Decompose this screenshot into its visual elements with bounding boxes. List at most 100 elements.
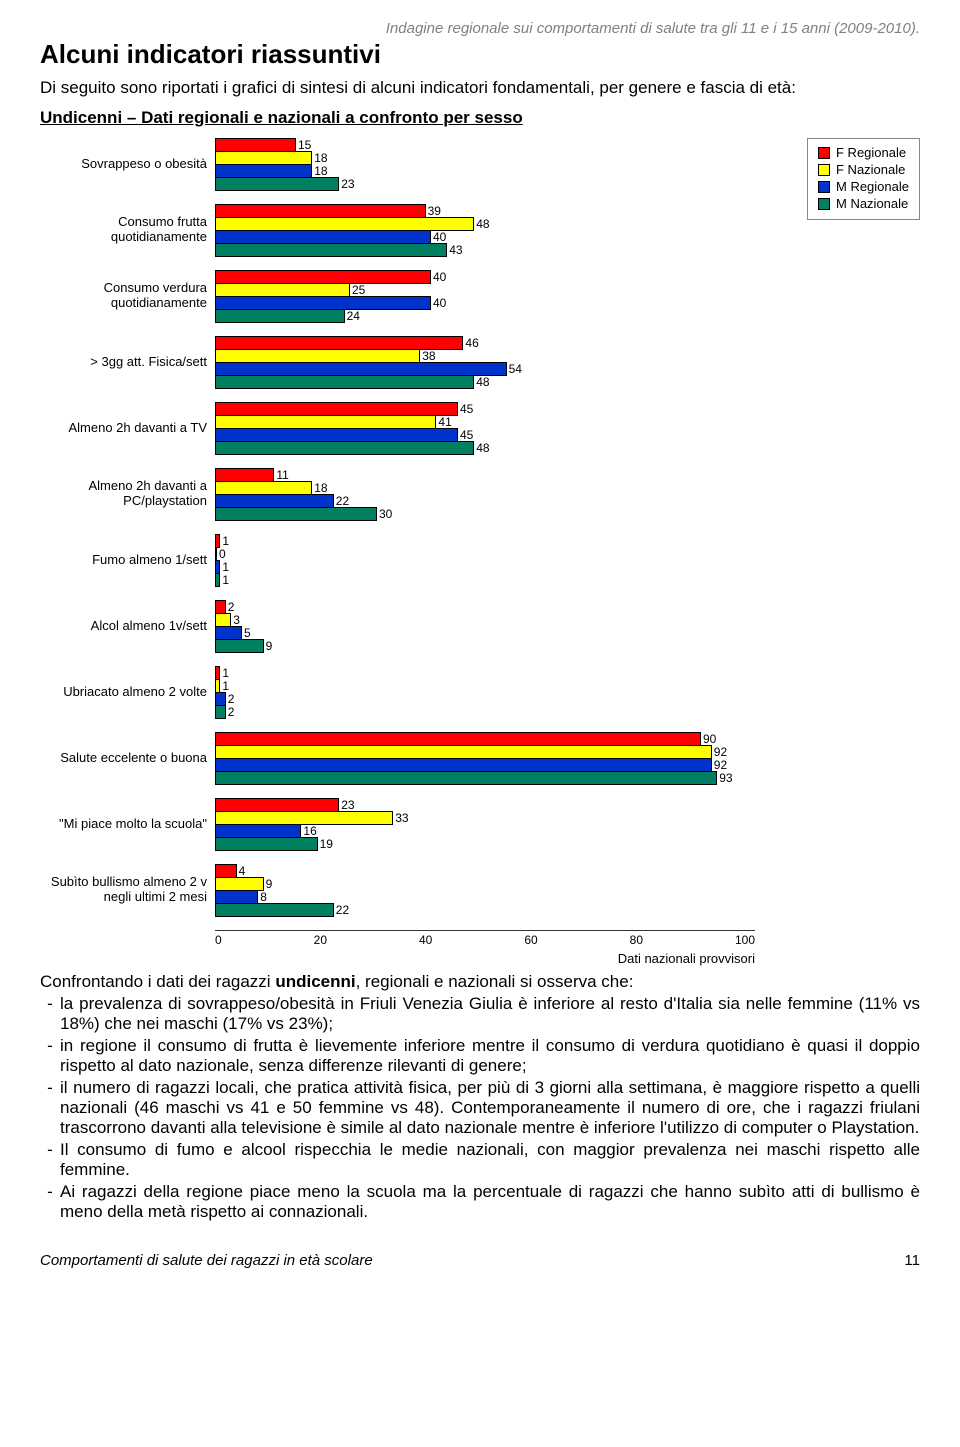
bar-value-label: 41 (435, 415, 451, 429)
bar-value-label: 16 (300, 824, 316, 838)
bar: 2 (215, 600, 226, 614)
bar: 39 (215, 204, 426, 218)
x-tick-label: 0 (215, 933, 222, 947)
chart-category-row: Sovrappeso o obesità15181823 (40, 138, 920, 190)
category-label: Fumo almeno 1/sett (40, 553, 215, 568)
bullet-text: Il consumo di fumo e alcool rispecchia l… (60, 1140, 920, 1180)
legend-label: M Regionale (836, 179, 909, 194)
legend-swatch (818, 198, 830, 210)
bar: 45 (215, 402, 458, 416)
x-axis: 020406080100 (215, 930, 755, 947)
chart-subtitle: Undicenni – Dati regionali e nazionali a… (40, 108, 920, 128)
legend-item: F Regionale (818, 145, 909, 160)
chart-category-row: "Mi piace molto la scuola"23331619 (40, 798, 920, 850)
bar: 8 (215, 890, 258, 904)
bullet-dash: - (40, 1036, 60, 1076)
bars-group: 45414548 (215, 402, 755, 454)
bar-value-label: 5 (241, 626, 251, 640)
bar-value-label: 9 (263, 877, 273, 891)
bars-group: 23331619 (215, 798, 755, 850)
bar-value-label: 39 (425, 204, 441, 218)
category-label: Consumo verdura quotidianamente (40, 281, 215, 311)
bar: 9 (215, 639, 264, 653)
category-label: "Mi piace molto la scuola" (40, 817, 215, 832)
page-number: 11 (904, 1252, 920, 1269)
bar-value-label: 15 (295, 138, 311, 152)
bar-value-label: 23 (338, 177, 354, 191)
legend-label: F Regionale (836, 145, 906, 160)
category-label: Subìto bullismo almeno 2 v negli ultimi … (40, 875, 215, 905)
chart-category-row: Salute eccelente o buona90929293 (40, 732, 920, 784)
bar: 16 (215, 824, 301, 838)
bar: 25 (215, 283, 350, 297)
x-tick-label: 100 (735, 933, 755, 947)
bar-value-label: 33 (392, 811, 408, 825)
bar-chart: F Regionale F Nazionale M Regionale M Nazio… (40, 138, 920, 947)
bar: 1 (215, 560, 220, 574)
bar: 4 (215, 864, 237, 878)
bar-value-label: 11 (273, 468, 288, 482)
bars-group: 2359 (215, 600, 755, 652)
bullet-item: -il numero di ragazzi locali, che pratic… (40, 1078, 920, 1138)
bar-value-label: 30 (376, 507, 392, 521)
bar: 45 (215, 428, 458, 442)
bar: 11 (215, 468, 274, 482)
bar: 22 (215, 494, 334, 508)
bar-value-label: 1 (219, 534, 229, 548)
bar: 92 (215, 758, 712, 772)
bar-value-label: 24 (344, 309, 360, 323)
chart-category-row: Ubriacato almeno 2 volte1122 (40, 666, 920, 718)
chart-legend: F Regionale F Nazionale M Regionale M Nazio… (807, 138, 920, 220)
bar-value-label: 1 (219, 666, 229, 680)
category-label: Consumo frutta quotidianamente (40, 215, 215, 245)
bar: 38 (215, 349, 420, 363)
bullet-dash: - (40, 1078, 60, 1138)
x-tick-label: 80 (630, 933, 643, 947)
intro-text: Di seguito sono riportati i grafici di s… (40, 78, 920, 98)
bar-value-label: 54 (506, 362, 522, 376)
bars-group: 15181823 (215, 138, 755, 190)
legend-label: F Nazionale (836, 162, 905, 177)
bar: 19 (215, 837, 318, 851)
bar-value-label: 0 (216, 547, 226, 561)
bar-value-label: 45 (457, 428, 473, 442)
bar-value-label: 2 (225, 692, 235, 706)
bar: 40 (215, 296, 431, 310)
bar: 5 (215, 626, 242, 640)
bar-value-label: 93 (716, 771, 732, 785)
chart-category-row: Subìto bullismo almeno 2 v negli ultimi … (40, 864, 920, 916)
bullet-text: la prevalenza di sovrappeso/obesità in F… (60, 994, 920, 1034)
bar: 23 (215, 177, 339, 191)
bar-value-label: 22 (333, 903, 349, 917)
bullet-text: il numero di ragazzi locali, che pratica… (60, 1078, 920, 1138)
chart-category-row: Almeno 2h davanti a PC/playstation111822… (40, 468, 920, 520)
bar-value-label: 92 (711, 758, 727, 772)
legend-item: M Nazionale (818, 196, 909, 211)
category-label: Alcol almeno 1v/sett (40, 619, 215, 634)
bar: 90 (215, 732, 701, 746)
bar-value-label: 48 (473, 375, 489, 389)
bar: 54 (215, 362, 507, 376)
bar-value-label: 3 (230, 613, 240, 627)
bar-value-label: 46 (462, 336, 478, 350)
bullet-dash: - (40, 1140, 60, 1180)
x-tick-label: 20 (314, 933, 327, 947)
legend-item: F Nazionale (818, 162, 909, 177)
bar-value-label: 40 (430, 270, 446, 284)
category-label: Salute eccelente o buona (40, 751, 215, 766)
page-footer: Comportamenti di salute dei ragazzi in e… (40, 1252, 920, 1269)
bar-value-label: 9 (263, 639, 273, 653)
x-tick-label: 40 (419, 933, 432, 947)
bullet-text: in regione il consumo di frutta è lievem… (60, 1036, 920, 1076)
legend-swatch (818, 164, 830, 176)
bar-value-label: 2 (225, 705, 235, 719)
bar: 15 (215, 138, 296, 152)
bar-value-label: 92 (711, 745, 727, 759)
bar: 48 (215, 375, 474, 389)
chart-category-row: Fumo almeno 1/sett1011 (40, 534, 920, 586)
bar: 3 (215, 613, 231, 627)
bar-value-label: 48 (473, 441, 489, 455)
bars-group: 46385448 (215, 336, 755, 388)
bullet-item: -Ai ragazzi della regione piace meno la … (40, 1182, 920, 1222)
bars-group: 39484043 (215, 204, 755, 256)
